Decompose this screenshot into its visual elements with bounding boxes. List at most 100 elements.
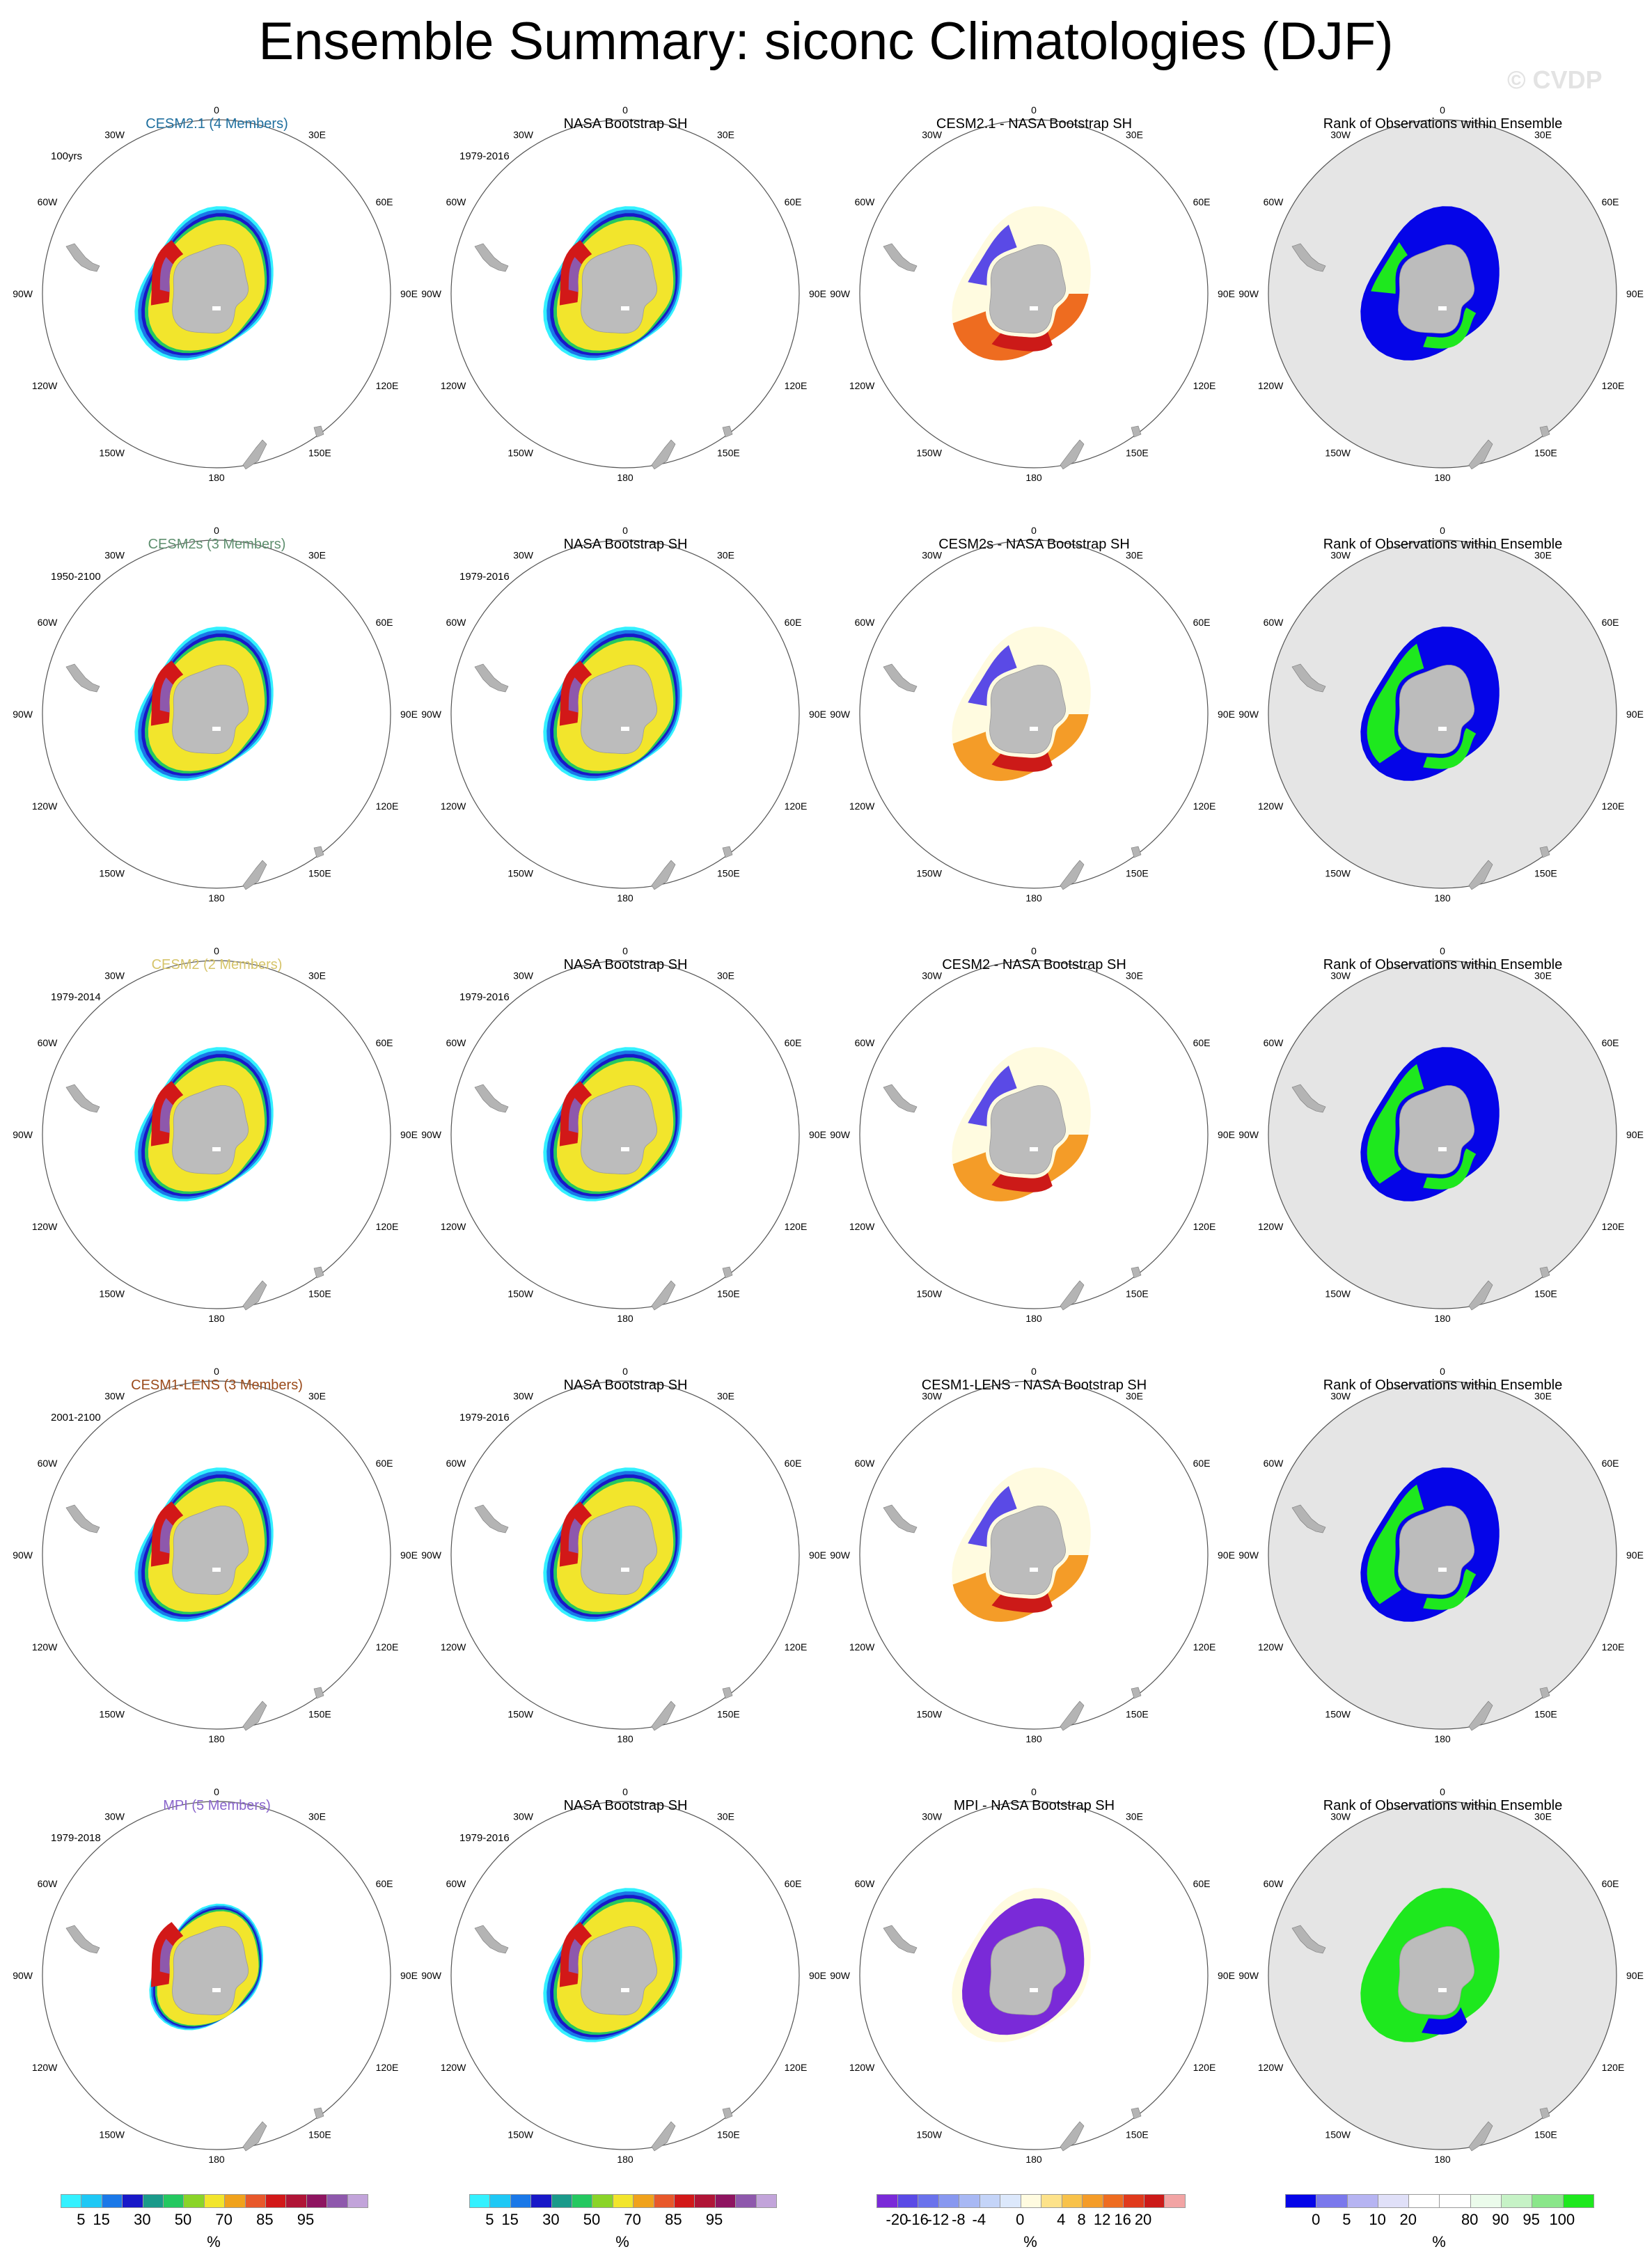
longitude-label: 150W	[1325, 2129, 1351, 2140]
longitude-label: 120W	[441, 1221, 466, 1232]
longitude-label: 30W	[922, 129, 943, 140]
longitude-label: 60E	[1602, 1878, 1619, 1889]
colorbar-swatch	[980, 2195, 1001, 2207]
longitude-label: 150W	[1325, 1288, 1351, 1300]
tasmania-landmass	[722, 2107, 733, 2120]
colorbar-swatch	[1347, 2195, 1378, 2207]
rank-high-region	[1423, 1148, 1477, 1190]
colorbar-unit-label: %	[1432, 2233, 1446, 2250]
longitude-label: 30E	[717, 1811, 734, 1822]
ross-ice-shelf-gap	[1438, 727, 1447, 731]
colorbar-swatch	[1124, 2195, 1144, 2207]
longitude-label: 90E	[809, 1550, 826, 1561]
colorbar-swatch	[756, 2195, 777, 2207]
longitude-label: 150W	[99, 448, 125, 459]
colorbar-swatch	[1286, 2195, 1317, 2207]
longitude-label: 120W	[849, 801, 875, 812]
colorbar-tick-label: 95	[705, 2211, 723, 2228]
longitude-label: 120W	[441, 380, 466, 391]
map-panel-diff: 0 30E 60E 90E 120E 150E 180 150W 120W 90W 60W 30W MP…	[828, 1746, 1241, 2166]
longitude-label: 150W	[916, 1288, 942, 1300]
colorbar-unit-label: %	[207, 2233, 221, 2250]
longitude-label: 150W	[508, 868, 533, 879]
rank-high-region	[1367, 643, 1424, 764]
ross-ice-shelf-gap	[1030, 1568, 1038, 1572]
longitude-label: 120E	[376, 1221, 399, 1232]
colorbar-swatch	[715, 2195, 737, 2207]
longitude-label: 0	[214, 1786, 219, 1797]
panel-title: Rank of Observations within Ensemble	[1323, 116, 1563, 132]
longitude-label: 90E	[400, 1550, 418, 1561]
polar-map: 0 30E 60E 90E 120E 150E 180 150W 120W 90W 60W 30W	[830, 104, 1235, 483]
polar-map: 0 30E 60E 90E 120E 150E 180 150W 120W 90W 60W 30W	[13, 1786, 418, 2165]
longitude-label: 30E	[717, 970, 734, 981]
longitude-label: 60E	[376, 1878, 393, 1889]
longitude-label: 150E	[1126, 448, 1149, 459]
longitude-label: 30E	[1126, 1811, 1143, 1822]
colorbar-tick-label: 8	[1077, 2211, 1086, 2228]
antarctica-landmass	[1398, 244, 1475, 334]
longitude-label: 150E	[308, 1288, 331, 1300]
period-label: 1979-2018	[51, 1832, 101, 1844]
map-panel-obs: 0 30E 60E 90E 120E 150E 180 150W 120W 90W 60W 30W NA…	[419, 1325, 832, 1746]
panel-title: CESM2s - NASA Bootstrap SH	[938, 537, 1130, 552]
period-label: 1979-2016	[459, 1412, 510, 1424]
longitude-label: 120E	[1193, 380, 1216, 391]
longitude-label: 120E	[785, 1221, 808, 1232]
map-panel-model: 0 30E 60E 90E 120E 150E 180 150W 120W 90W 60W 30W CE…	[10, 1325, 423, 1746]
longitude-label: 90W	[13, 1970, 33, 1981]
figure-title: Ensemble Summary: siconc Climatologies (…	[258, 12, 1394, 71]
new-zealand-landmass	[1060, 860, 1085, 890]
polar-map: 0 30E 60E 90E 120E 150E 180 150W 120W 90W 60W 30W	[421, 525, 826, 904]
longitude-label: 60W	[1264, 1458, 1284, 1469]
longitude-label: 150E	[308, 448, 331, 459]
panel-title: CESM2 - NASA Bootstrap SH	[942, 957, 1126, 972]
concentration-colorbar	[469, 2194, 777, 2208]
polar-map: 0 30E 60E 90E 120E 150E 180 150W 120W 90W 60W 30W	[1238, 104, 1644, 483]
difference-positive-region	[952, 1555, 1089, 1622]
panel-title: CESM2.1 - NASA Bootstrap SH	[936, 116, 1133, 132]
polar-map: 0 30E 60E 90E 120E 150E 180 150W 120W 90W 60W 30W	[13, 1366, 418, 1744]
polar-map: 0 30E 60E 90E 120E 150E 180 150W 120W 90W 60W 30W	[13, 945, 418, 1324]
longitude-label: 120W	[441, 801, 466, 812]
longitude-label: 0	[214, 945, 219, 956]
colorbar-tick-label: 85	[256, 2211, 274, 2228]
new-zealand-landmass	[242, 1280, 267, 1311]
ross-ice-shelf-gap	[621, 306, 629, 310]
south-america-landmass	[474, 243, 509, 272]
longitude-label: 180	[1025, 472, 1042, 483]
colorbar-tick-label: 16	[1114, 2211, 1131, 2228]
longitude-label: 30E	[308, 549, 326, 560]
longitude-label: 150W	[99, 1288, 125, 1300]
antarctica-landmass	[172, 1926, 249, 2016]
longitude-label: 90W	[830, 1550, 851, 1561]
longitude-label: 60W	[1264, 196, 1284, 207]
longitude-label: 90E	[1626, 288, 1644, 299]
tasmania-landmass	[1131, 2107, 1142, 2120]
longitude-label: 30W	[104, 549, 125, 560]
colorbar-tick-label: 15	[501, 2211, 519, 2228]
longitude-label: 30W	[513, 970, 534, 981]
longitude-label: 90E	[1218, 288, 1235, 299]
longitude-label: 30E	[1534, 549, 1552, 560]
longitude-label: 60E	[376, 196, 393, 207]
colorbar-swatch	[1062, 2195, 1083, 2207]
longitude-label: 180	[208, 2154, 225, 2165]
longitude-label: 30W	[513, 1390, 534, 1401]
antarctica-landmass	[1398, 665, 1475, 755]
longitude-label: 180	[208, 1313, 225, 1324]
longitude-label: 150W	[508, 448, 533, 459]
longitude-label: 120W	[1258, 380, 1284, 391]
longitude-label: 120W	[32, 2062, 58, 2073]
rank-high-region	[1423, 727, 1477, 769]
new-zealand-landmass	[242, 2121, 267, 2152]
longitude-label: 90W	[421, 709, 442, 720]
colorbar-swatch	[1502, 2195, 1533, 2207]
colorbar-swatch	[613, 2195, 634, 2207]
antarctica-landmass	[581, 1506, 658, 1595]
longitude-label: 30W	[1330, 1811, 1351, 1822]
difference-strong-positive-region	[991, 752, 1053, 772]
panel-title: CESM2 (2 Members)	[151, 957, 283, 972]
colorbar-tick-label: 85	[665, 2211, 682, 2228]
polar-map: 0 30E 60E 90E 120E 150E 180 150W 120W 90W 60W 30W	[830, 1366, 1235, 1744]
